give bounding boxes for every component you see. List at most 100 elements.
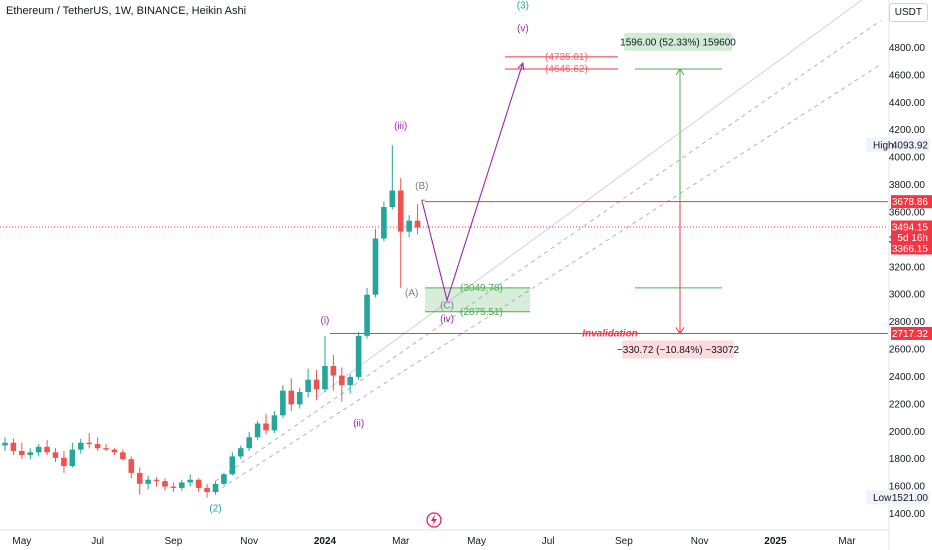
candle-body [288,390,295,405]
price-tick-label: 3000.00 [889,290,926,301]
sub-wave-label: (A) [405,288,418,299]
target-low-label: (4646.62) [545,64,588,75]
candle-body [280,390,286,416]
candle-body [179,482,185,488]
candle-body [52,452,59,458]
candle-body [10,442,17,451]
candle-body [195,479,202,488]
price-tick-label: 4400.00 [889,98,926,109]
currency-button[interactable]: USDT [888,3,928,22]
candle-body [330,365,337,376]
candle-body [271,415,278,431]
current-price-tag-countdown: 5d 16h [897,233,928,244]
channel-dashed-line [215,64,881,493]
lightning-icon-circle [426,512,442,528]
candle-body [187,479,194,483]
candle-body [254,423,261,438]
candle-body [111,449,118,453]
low-title: Low [873,493,892,504]
wave-label: (ii) [353,418,364,429]
time-tick-label: Mar [392,536,410,547]
wave-label: (2) [209,503,221,514]
current-price-tag-bg [891,220,932,255]
up-measure-box [624,32,732,51]
candle-body [120,452,126,460]
candle-body [229,456,236,475]
price-tick-label: 1400.00 [889,509,926,520]
high-value: 4093.92 [892,140,929,151]
target-high-label: (4735.01) [545,52,588,63]
price-tick-label: 1800.00 [889,454,926,465]
candle-body [381,206,387,239]
price-tick-label: 2800.00 [889,317,926,328]
candle-body [103,448,109,450]
up-measure-label: 1596.00 (52.33%) 159600 [620,37,736,48]
time-tick-label: Mar [838,536,856,547]
candle-body [246,437,252,449]
price-tick-label: 1600.00 [889,482,926,493]
price-tick-label: 3600.00 [889,207,926,218]
candle-body [212,483,219,493]
time-tick-label: Jul [542,536,555,547]
current-price-tag: 3494.15 [892,222,929,233]
candle-body [44,446,50,453]
candle-body [2,442,8,446]
candle-body [94,444,101,449]
down-measure-arrow [675,327,685,335]
price-tick-label: 2000.00 [889,427,926,438]
candle-body [153,479,160,482]
down-measure-label: −330.72 (−10.84%) −33072 [617,345,739,356]
high-tag-bg [866,137,930,152]
candle-body [364,294,370,336]
projection-arrow [517,61,525,71]
price-tick-label: 4000.00 [889,153,926,164]
candle-body [170,486,177,488]
candle-body [347,376,354,386]
channel-mid-line [316,0,863,398]
candle-body [414,220,421,228]
candle-body [296,392,303,405]
candle-body [339,375,345,386]
resistance-tag: 3678.86 [892,197,929,208]
candle-body [397,190,404,232]
price-tick-label: 2200.00 [889,399,926,410]
candle-body [221,474,227,484]
candle-body [128,459,135,473]
resistance-tag-bg [891,195,932,209]
candle-body [313,379,320,390]
lightning-icon [426,512,442,528]
candle-body [61,457,67,467]
price-tick-label: 4800.00 [889,43,926,54]
time-tick-label: May [467,536,486,547]
candle-body [136,472,143,484]
time-tick-label: Nov [691,536,709,547]
price-tick-label: 2400.00 [889,372,926,383]
candle-body [162,481,168,487]
candle-body [86,442,92,445]
candle-body [372,238,379,295]
wave-label: (iv) [440,314,454,325]
candle-body [204,487,210,493]
candle-body [145,479,151,484]
time-tick-label: Nov [240,536,258,547]
time-tick-label: 2025 [764,536,787,547]
channel-dashed-line [215,20,881,482]
price-axis [889,0,932,550]
wave-label: (v) [517,24,529,35]
time-tick-label: 2024 [314,536,337,547]
wave-label: (iii) [394,121,407,132]
current-price-tag-prev: 3366.15 [892,244,929,255]
low-value: 1521.00 [892,493,929,504]
candle-body [322,365,328,390]
candle-body [406,220,412,232]
candle-body [77,442,84,450]
sub-wave-label: (C) [440,300,454,311]
wave-label: (i) [321,315,330,326]
candle-body [389,190,396,207]
candle-body [19,450,25,456]
support-zone [425,287,530,312]
price-tick-label: 3200.00 [889,262,926,273]
candle-body [27,452,34,456]
support-top-label: (3049.78) [460,283,503,294]
